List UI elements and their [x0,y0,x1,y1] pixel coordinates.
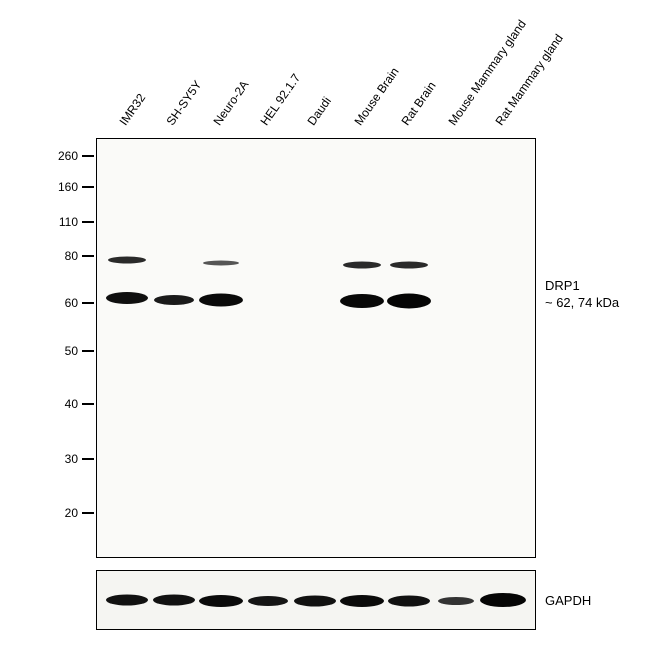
gapdh-label: GAPDH [545,593,591,608]
bands-gapdh [0,0,650,668]
figure-container: IMR32 SH-SY5Y Neuro-2A HEL 92.1.7 Daudi … [0,0,650,668]
